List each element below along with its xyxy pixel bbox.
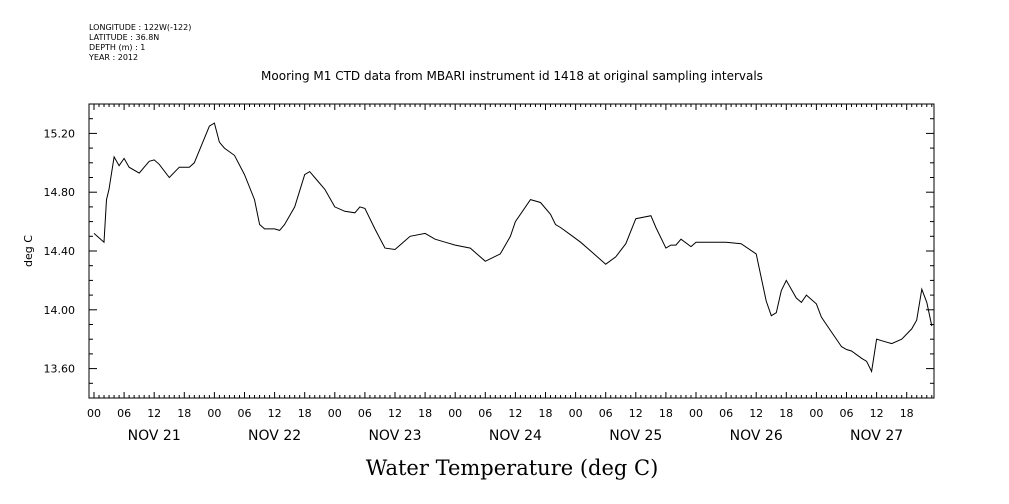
latitude-label: LATITUDE : 36.8N [89,33,159,42]
hour-tick-label: 18 [900,407,914,420]
hour-tick-label: 12 [147,407,161,420]
day-label: NOV 27 [850,428,903,444]
hour-tick-label: 00 [569,407,583,420]
bottom-axis-ticks [93,392,933,398]
hour-tick-label: 12 [268,407,282,420]
day-label: NOV 25 [609,428,662,444]
hour-tick-labels: 00 06 12 18 00 06 12 18 00 06 12 18 00 06 12 18 00 06 12 18… [87,407,914,420]
day-label: NOV 21 [128,428,181,444]
hour-tick-label: 00 [448,407,462,420]
hour-tick-label: 18 [418,407,432,420]
y-axis-label: deg C [22,235,35,267]
day-label: NOV 24 [489,428,542,444]
hour-tick-label: 18 [539,407,553,420]
longitude-label: LONGITUDE : 122W(-122) [89,23,191,32]
hour-tick-label: 00 [328,407,342,420]
hour-tick-label: 00 [689,407,703,420]
hour-tick-label: 06 [599,407,613,420]
y-tick-label: 13.60 [44,363,76,376]
hour-tick-label: 00 [207,407,221,420]
day-label: NOV 26 [730,428,783,444]
y-tick-label: 14.80 [44,186,76,199]
hour-tick-label: 12 [629,407,643,420]
y-tick-label: 15.20 [44,127,76,140]
hour-tick-label: 12 [749,407,763,420]
plot-frame [88,103,935,399]
day-label: NOV 23 [368,428,421,444]
day-labels: NOV 21 NOV 22 NOV 23 NOV 24 NOV 25 NOV 26 NOV … [128,428,903,444]
right-axis-ticks [926,103,934,399]
hour-tick-label: 18 [659,407,673,420]
depth-label: DEPTH (m) : 1 [89,43,145,52]
hour-tick-label: 06 [840,407,854,420]
hour-tick-label: 18 [298,407,312,420]
temperature-series-line [93,122,933,374]
hour-tick-label: 18 [177,407,191,420]
chart-title: Mooring M1 CTD data from MBARI instrumen… [261,69,763,83]
hour-tick-label: 06 [238,407,252,420]
y-tick-label: 14.00 [44,304,76,317]
y-tick-label: 14.40 [44,245,76,258]
hour-tick-label: 12 [508,407,522,420]
hour-tick-label: 06 [117,407,131,420]
hour-tick-label: 06 [478,407,492,420]
top-axis-ticks [93,104,933,110]
hour-tick-label: 12 [388,407,402,420]
x-axis-label: Water Temperature (deg C) [366,456,659,480]
day-label: NOV 22 [248,428,301,444]
hour-tick-label: 06 [358,407,372,420]
left-axis-ticks [89,103,97,399]
hour-tick-label: 12 [870,407,884,420]
year-label: YEAR : 2012 [88,53,138,62]
hour-tick-label: 00 [809,407,823,420]
hour-tick-label: 06 [719,407,733,420]
hour-tick-label: 00 [87,407,101,420]
hour-tick-label: 18 [779,407,793,420]
y-tick-labels: 15.20 14.80 14.40 14.00 13.60 [44,127,76,375]
